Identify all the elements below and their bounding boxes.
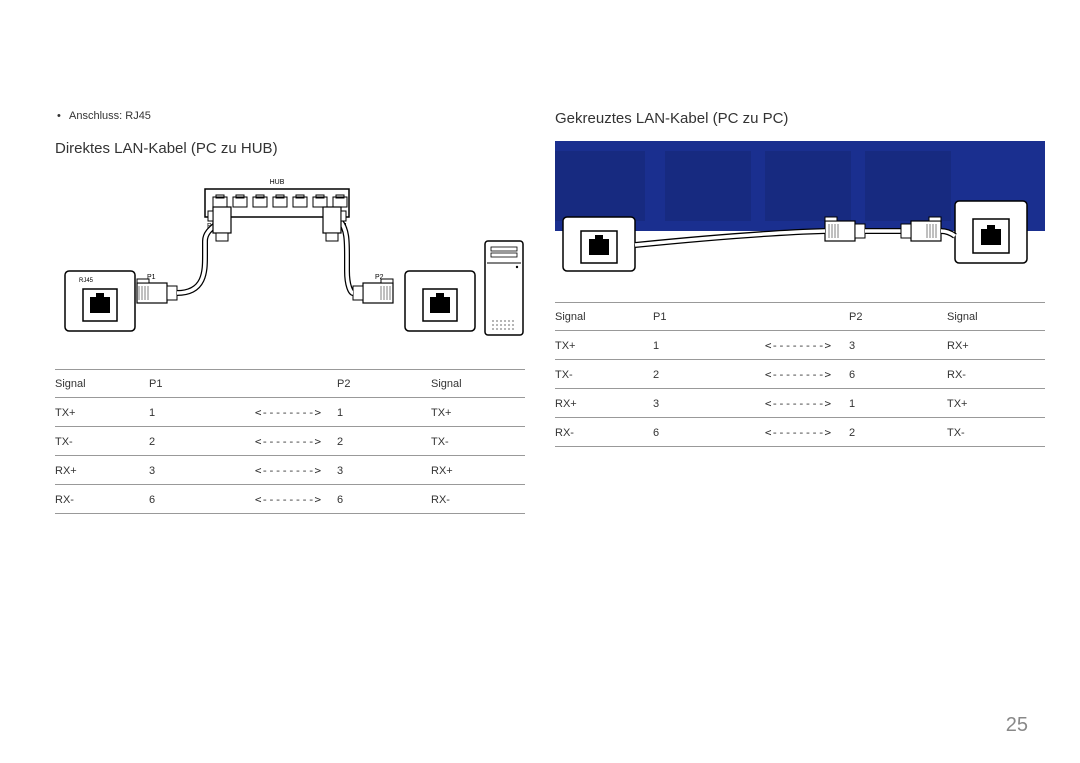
table-cell: 6 (149, 485, 243, 514)
table-cell: 1 (849, 389, 947, 418)
th (243, 370, 337, 398)
table-cell: 3 (337, 456, 431, 485)
table-row: TX-2<-------->2TX- (55, 427, 525, 456)
table-cell: 1 (149, 398, 243, 427)
th: P1 (653, 303, 751, 331)
table-cell: 6 (849, 360, 947, 389)
table-cell: <--------> (751, 331, 849, 360)
th: P1 (149, 370, 243, 398)
right-column: Gekreuztes LAN-Kabel (PC zu PC) (555, 110, 1045, 514)
hub-diagram: HUB P2 P1 RJ45 (55, 171, 525, 351)
table-cell: <--------> (243, 398, 337, 427)
table-cell: TX- (55, 427, 149, 456)
right-section-title: Gekreuztes LAN-Kabel (PC zu PC) (555, 110, 1045, 127)
table-cell: TX- (431, 427, 525, 456)
left-pin-table: Signal P1 P2 Signal TX+1<-------->1TX+TX… (55, 369, 525, 514)
table-cell: 2 (337, 427, 431, 456)
table-cell: 2 (653, 360, 751, 389)
th: Signal (947, 303, 1045, 331)
table-cell: 2 (149, 427, 243, 456)
table-cell: TX+ (431, 398, 525, 427)
table-cell: 1 (337, 398, 431, 427)
th: Signal (431, 370, 525, 398)
page-columns: Anschluss: RJ45 Direktes LAN-Kabel (PC z… (55, 110, 1030, 514)
crossover-diagram (555, 141, 1045, 284)
right-tbody: TX+1<-------->3RX+TX-2<-------->6RX-RX+3… (555, 331, 1045, 447)
table-cell: <--------> (243, 456, 337, 485)
left-section-title: Direktes LAN-Kabel (PC zu HUB) (55, 140, 525, 157)
table-cell: TX- (947, 418, 1045, 447)
table-cell: RX+ (55, 456, 149, 485)
table-cell: 6 (337, 485, 431, 514)
svg-text:P1: P1 (147, 274, 156, 281)
th: P2 (337, 370, 431, 398)
table-cell: 6 (653, 418, 751, 447)
table-cell: <--------> (751, 418, 849, 447)
table-row: RX+3<-------->1TX+ (555, 389, 1045, 418)
table-cell: RX- (55, 485, 149, 514)
page-number: 25 (1006, 714, 1028, 737)
left-column: Anschluss: RJ45 Direktes LAN-Kabel (PC z… (55, 110, 525, 514)
hub-ports (213, 195, 347, 207)
table-cell: RX- (555, 418, 653, 447)
rj45-label: RJ45 (79, 278, 94, 284)
th: P2 (849, 303, 947, 331)
table-cell: RX+ (431, 456, 525, 485)
table-cell: <--------> (751, 360, 849, 389)
left-plug-p1: P1 (137, 274, 177, 303)
table-row: RX-6<-------->6RX- (55, 485, 525, 514)
table-cell: RX+ (947, 331, 1045, 360)
right-plug-p2: P2 (353, 274, 393, 303)
table-cell: <--------> (243, 427, 337, 456)
table-cell: 3 (849, 331, 947, 360)
th: Signal (55, 370, 149, 398)
table-row: RX+3<-------->3RX+ (55, 456, 525, 485)
right-pin-table: Signal P1 P2 Signal TX+1<-------->3RX+TX… (555, 302, 1045, 447)
th: Signal (555, 303, 653, 331)
left-tbody: TX+1<-------->1TX+TX-2<-------->2TX-RX+3… (55, 398, 525, 514)
table-row: TX+1<-------->1TX+ (55, 398, 525, 427)
table-cell: <--------> (751, 389, 849, 418)
table-row: TX-2<-------->6RX- (555, 360, 1045, 389)
table-cell: 3 (149, 456, 243, 485)
table-cell: TX+ (947, 389, 1045, 418)
table-cell: TX+ (55, 398, 149, 427)
hub-label: HUB (270, 179, 285, 186)
table-cell: 3 (653, 389, 751, 418)
table-cell: TX+ (555, 331, 653, 360)
table-cell: 2 (849, 418, 947, 447)
table-cell: RX- (947, 360, 1045, 389)
table-row: RX-6<-------->2TX- (555, 418, 1045, 447)
table-cell: 1 (653, 331, 751, 360)
table-cell: RX- (431, 485, 525, 514)
svg-text:P2: P2 (375, 274, 384, 281)
th (751, 303, 849, 331)
table-cell: RX+ (555, 389, 653, 418)
table-cell: TX- (555, 360, 653, 389)
connection-bullet: Anschluss: RJ45 (55, 110, 525, 122)
table-row: TX+1<-------->3RX+ (555, 331, 1045, 360)
table-cell: <--------> (243, 485, 337, 514)
